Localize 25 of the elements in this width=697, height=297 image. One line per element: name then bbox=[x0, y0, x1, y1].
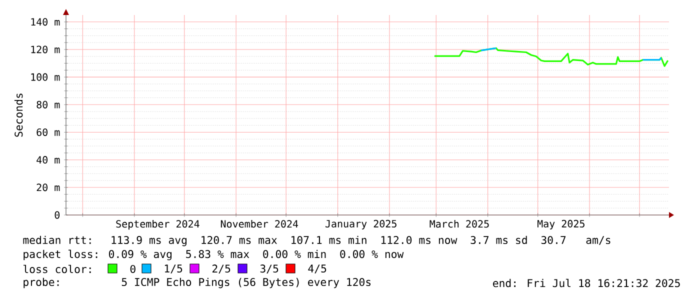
legend-label: 3/5 bbox=[260, 264, 278, 274]
y-tick-label: 100 m bbox=[31, 73, 60, 81]
legend-title: loss color: bbox=[24, 264, 91, 274]
legend-label: 2/5 bbox=[212, 264, 230, 274]
y-axis-title: Seconds bbox=[14, 94, 23, 137]
y-tick-label: 120 m bbox=[31, 46, 60, 54]
y-tick-label: 140 m bbox=[31, 18, 60, 26]
y-tick-label: 60 m bbox=[36, 128, 60, 136]
y-tick-label: 40 m bbox=[36, 156, 60, 164]
text: end: Fri Jul 18 16:21:32 2025 bbox=[493, 278, 680, 288]
text: median rtt: 113.9 ms avg 120.7 ms max 107.1 ms min 112.0 ms now 3.7 ms sd 30.7 am/s bbox=[23, 236, 610, 246]
y-tick-label: 80 m bbox=[36, 100, 60, 108]
y-tick-label: 20 m bbox=[36, 184, 60, 192]
x-tick-label: March 2025 bbox=[430, 220, 489, 228]
x-tick-label: May 2025 bbox=[538, 220, 584, 230]
x-tick-label: September 2024 bbox=[116, 220, 200, 230]
legend-label: 4/5 bbox=[308, 264, 326, 274]
legend-label: 1/5 bbox=[164, 264, 182, 274]
x-tick-label: November 2024 bbox=[220, 220, 298, 228]
text: probe: 5 ICMP Echo Pings (56 Bytes) every 120s bbox=[24, 278, 371, 288]
text: packet loss: 0.09 % avg 5.83 % max 0.00 % min 0.00 % now bbox=[24, 250, 404, 260]
legend-label: 0 bbox=[130, 264, 136, 274]
y-tick-label: 0 bbox=[54, 211, 60, 219]
x-tick-label: January 2025 bbox=[326, 220, 396, 230]
line-series bbox=[434, 47, 669, 67]
